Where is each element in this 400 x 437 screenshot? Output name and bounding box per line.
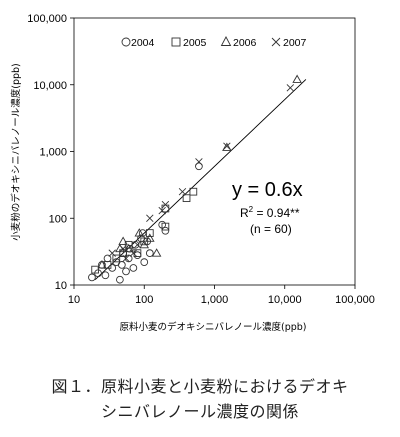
point-2005: [133, 249, 142, 258]
scatter-chart: 10 100 1,000 10,000 100,000 10 100 1,000 10,000…: [10, 13, 375, 333]
point-2005: [112, 254, 121, 263]
point-2004: [195, 162, 203, 171]
point-2004: [101, 271, 110, 280]
point-2004: [129, 264, 138, 272]
point-2006: [151, 248, 162, 257]
point-2004: [88, 273, 96, 282]
point-2007: [178, 187, 187, 196]
y-tick-label: 100: [49, 213, 67, 225]
point-2004: [161, 226, 170, 235]
y-tick-label: 10: [55, 280, 67, 292]
figure-caption-line-2: シニバレノール濃度の関係: [100, 402, 299, 421]
axis-ticks: [70, 17, 356, 289]
point-2007: [122, 254, 130, 263]
point-2005: [161, 222, 170, 231]
point-2006: [134, 228, 145, 237]
point-2004: [118, 261, 126, 269]
legend-label-2007: 2007: [283, 37, 307, 49]
regression-line: [94, 79, 307, 281]
point-2006: [123, 243, 134, 253]
legend-marker-circle: [121, 37, 131, 47]
y-axis-title: 小麦粉のデオキシニバレノール濃度(ppb): [10, 63, 22, 241]
point-2004: [124, 254, 133, 263]
r-squared-label: R2 = 0.94**: [240, 205, 300, 220]
point-2005: [91, 265, 99, 274]
r-squared-symbol: R: [240, 206, 249, 220]
point-2004: [116, 275, 124, 284]
legend-item-2005: 2005: [171, 37, 207, 49]
point-2007: [161, 200, 170, 209]
point-2005: [182, 194, 191, 203]
point-2007: [108, 249, 116, 257]
point-2004: [122, 267, 130, 276]
point-2006: [145, 233, 155, 242]
point-2006: [118, 236, 128, 245]
x-tick-label: 100: [135, 294, 153, 306]
x-tick-label: 100,000: [335, 294, 375, 306]
point-2007: [146, 214, 154, 222]
r-squared-superscript: 2: [249, 205, 254, 214]
x-tick-label: 1,000: [201, 294, 229, 306]
x-axis-title: 原料小麦のデオキシニバレノール濃度(ppb): [119, 321, 306, 333]
point-2007: [223, 142, 231, 150]
legend-marker-x: [271, 37, 281, 47]
legend-label-2006: 2006: [233, 37, 257, 49]
point-2005: [145, 229, 154, 237]
y-tick-labels: 10 100 1,000 10,000 100,000: [27, 13, 67, 292]
point-2006: [292, 74, 302, 83]
point-2006: [97, 259, 107, 269]
legend-label-2005: 2005: [183, 37, 207, 49]
y-tick-label: 1,000: [39, 147, 67, 159]
r-squared-value: = 0.94**: [253, 206, 300, 220]
point-2007: [158, 206, 166, 215]
figure-caption-line-1: 図１．原料小麦と小麦粉におけるデオキ: [51, 377, 349, 396]
plot-area: [73, 17, 356, 286]
point-2007: [133, 241, 142, 249]
legend-label-2004: 2004: [131, 37, 155, 49]
point-2007: [129, 249, 138, 257]
point-2004: [145, 249, 154, 258]
legend: 2004 2005 2006 2007: [121, 36, 307, 49]
point-2007: [195, 158, 203, 166]
x-tick-label: 10,000: [268, 294, 302, 306]
legend-item-2006: 2006: [220, 36, 257, 49]
x-tick-labels: 10 100 1,000 10,000 100,000: [68, 294, 375, 306]
point-2006: [139, 239, 150, 249]
data-points: [88, 74, 302, 284]
point-2007: [119, 244, 127, 253]
y-tick-label: 100,000: [27, 13, 67, 25]
y-tick-label: 10,000: [33, 80, 67, 92]
legend-marker-triangle: [220, 36, 232, 46]
point-2005: [189, 187, 198, 196]
sample-size-label: (n = 60): [250, 222, 292, 236]
point-2004: [140, 258, 149, 266]
legend-item-2007: 2007: [271, 37, 307, 49]
legend-item-2004: 2004: [121, 37, 155, 49]
x-tick-label: 10: [68, 294, 80, 306]
point-2006: [222, 142, 232, 151]
legend-marker-square: [171, 37, 181, 47]
point-2007: [286, 84, 295, 92]
regression-equation: y = 0.6x: [232, 179, 303, 201]
